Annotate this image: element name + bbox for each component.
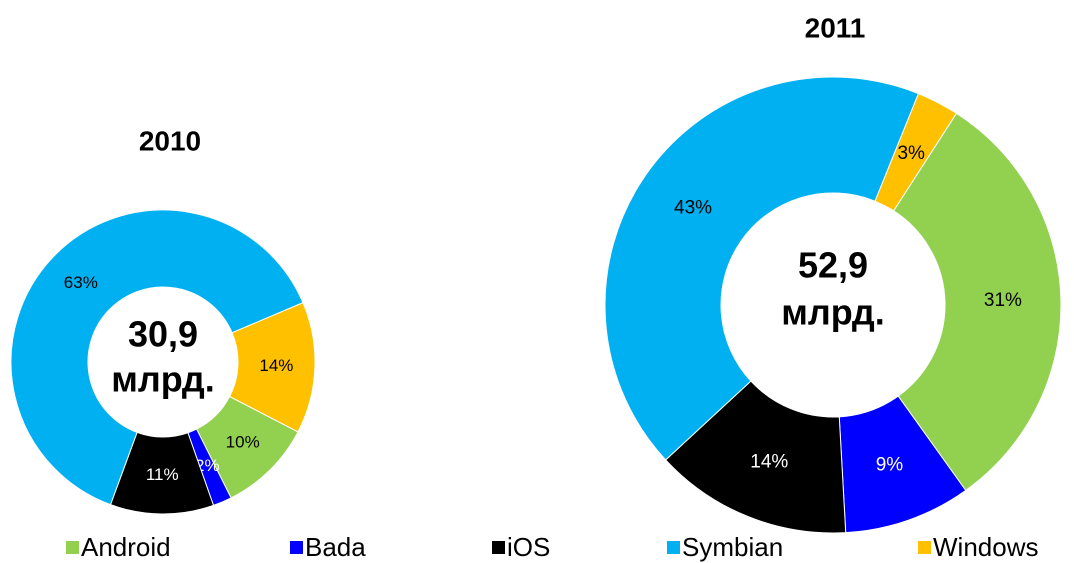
legend-label: Windows (933, 532, 1038, 562)
chart-title: 2010 (139, 125, 201, 156)
data-label: 3% (897, 143, 925, 164)
data-label: 43% (674, 197, 712, 218)
data-label: 14% (259, 356, 293, 375)
legend-label: Android (81, 532, 171, 562)
data-label: 11% (146, 465, 179, 484)
legend-label: Bada (305, 532, 366, 562)
data-label: 9% (876, 454, 904, 475)
data-label: 10% (226, 432, 260, 451)
chart-title: 2011 (805, 12, 866, 43)
center-label: 52,9 (798, 245, 868, 286)
legend-swatch (290, 541, 303, 554)
legend-swatch (66, 541, 79, 554)
slice (10, 209, 304, 506)
data-label: 63% (64, 273, 98, 292)
data-label: 31% (984, 290, 1022, 311)
legend-swatch (918, 541, 931, 554)
center-label: млрд. (111, 359, 214, 400)
legend-swatch (667, 541, 680, 554)
legend-label: Symbian (682, 532, 783, 562)
legend-swatch (492, 541, 505, 554)
slice (892, 112, 1062, 492)
slice (604, 76, 920, 461)
data-label: 14% (750, 452, 788, 473)
legend-label: iOS (507, 532, 550, 562)
center-label: 30,9 (128, 314, 198, 355)
center-label: млрд. (781, 292, 884, 333)
